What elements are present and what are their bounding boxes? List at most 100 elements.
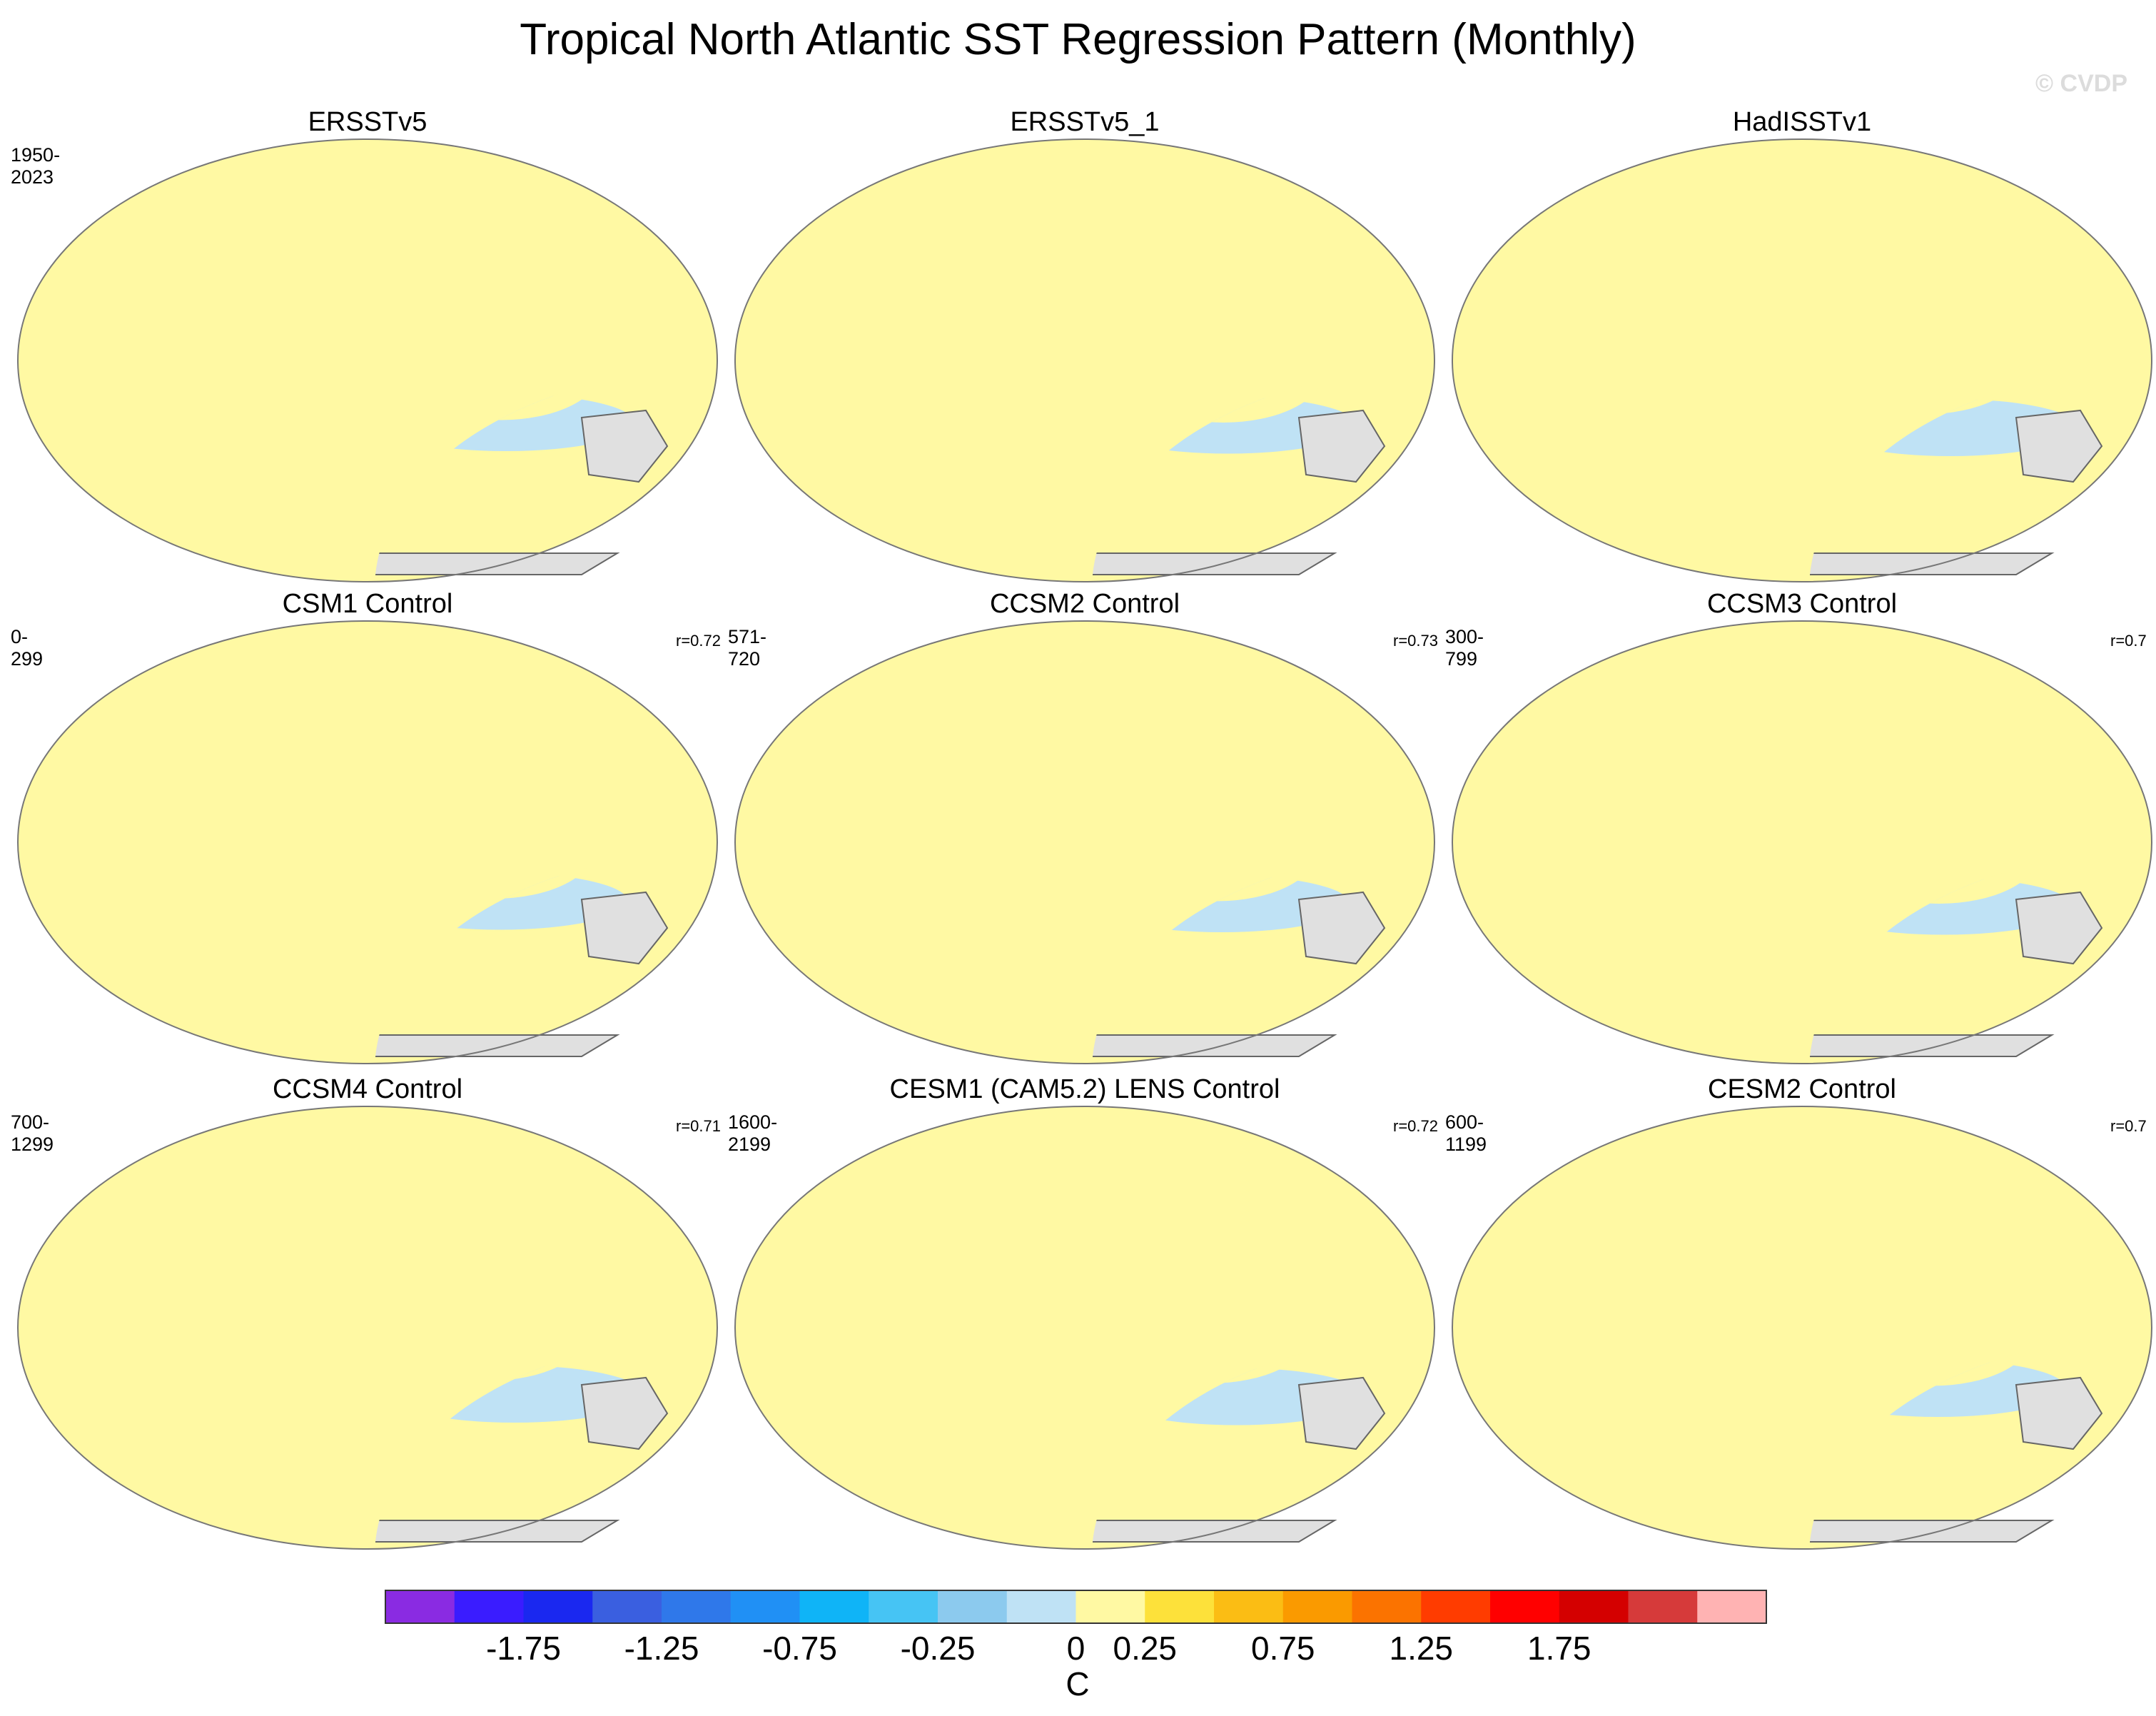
panel-period: 1600-2199 xyxy=(728,1111,778,1155)
map-outline xyxy=(734,138,1435,582)
colorbar-swatch xyxy=(385,1590,455,1623)
cvdp-watermark: © CVDP xyxy=(2035,70,2127,97)
land-mask xyxy=(580,1376,669,1450)
panel-title: CESM1 (CAM5.2) LENS Control xyxy=(889,1074,1280,1104)
colorbar-swatch xyxy=(1490,1590,1560,1623)
colorbar-swatch xyxy=(1628,1590,1698,1623)
land-mask xyxy=(1092,1034,1337,1057)
colorbar-tick-label: -0.25 xyxy=(900,1630,976,1667)
land-mask xyxy=(375,1520,620,1543)
panel-title: ERSSTv5_1 xyxy=(1010,107,1160,137)
panel-period: 0-299 xyxy=(11,626,44,670)
panel-correlation: r=0.7 xyxy=(2110,632,2147,650)
colorbar-tick-label: 0.25 xyxy=(1113,1630,1178,1667)
map-outline xyxy=(1452,620,2152,1064)
panel-correlation: r=0.7 xyxy=(2110,1117,2147,1135)
sst-regression-map xyxy=(17,138,718,582)
map-outline xyxy=(17,138,718,582)
panel-title: CCSM2 Control xyxy=(989,589,1180,619)
colorbar-swatch xyxy=(799,1590,869,1623)
sst-regression-map xyxy=(734,620,1435,1064)
panel-title: CCSM4 Control xyxy=(272,1074,463,1104)
ocean-field xyxy=(18,1106,717,1549)
map-outline xyxy=(17,620,718,1064)
colorbar-swatch xyxy=(938,1590,1008,1623)
sst-regression-map xyxy=(17,1106,718,1550)
colorbar-unit: C xyxy=(1066,1665,1090,1702)
map-outline xyxy=(17,1106,718,1550)
land-mask xyxy=(1297,409,1386,483)
sst-regression-map xyxy=(734,138,1435,582)
panel-correlation: r=0.72 xyxy=(1393,1117,1438,1135)
colorbar-swatch xyxy=(1421,1590,1491,1623)
land-mask xyxy=(1297,891,1386,965)
sst-regression-map xyxy=(1452,1106,2152,1550)
colorbar-swatch xyxy=(1076,1590,1145,1623)
ocean-field xyxy=(18,621,717,1064)
panel-correlation: r=0.71 xyxy=(676,1117,721,1135)
figure-title: Tropical North Atlantic SST Regression P… xyxy=(520,15,1636,64)
ocean-field xyxy=(1452,621,2152,1064)
sst-regression-map xyxy=(734,1106,1435,1550)
panel-period: 600-1199 xyxy=(1445,1111,1487,1155)
land-mask xyxy=(580,409,669,483)
panel-title: HadISSTv1 xyxy=(1732,107,1872,137)
colorbar-tick-label: 1.25 xyxy=(1389,1630,1454,1667)
land-mask xyxy=(1092,1520,1337,1543)
land-mask xyxy=(2015,409,2103,483)
colorbar-swatch xyxy=(1282,1590,1352,1623)
land-mask xyxy=(2015,1376,2103,1450)
land-mask xyxy=(580,891,669,965)
land-mask xyxy=(375,552,620,575)
land-mask xyxy=(1809,1034,2055,1057)
panel-title: CSM1 Control xyxy=(282,589,453,619)
land-mask xyxy=(1809,552,2055,575)
panel-period: 1950-2023 xyxy=(11,144,61,188)
land-mask xyxy=(1297,1376,1386,1450)
colorbar-tick-label: -1.25 xyxy=(624,1630,699,1667)
colorbar-swatch xyxy=(1006,1590,1076,1623)
ocean-field xyxy=(1452,139,2152,582)
land-mask xyxy=(1809,1520,2055,1543)
colorbar-swatch xyxy=(1145,1590,1215,1623)
panel-correlation: r=0.73 xyxy=(1393,632,1438,650)
colorbar-outline xyxy=(385,1590,1767,1624)
map-outline xyxy=(1452,138,2152,582)
land-mask xyxy=(2015,891,2103,965)
panel-correlation: r=0.72 xyxy=(676,632,721,650)
land-mask xyxy=(375,1034,620,1057)
ocean-field xyxy=(735,139,1434,582)
colorbar-tick-label: -0.75 xyxy=(762,1630,837,1667)
panel-period: 571-720 xyxy=(728,626,767,670)
colorbar-swatch xyxy=(1559,1590,1629,1623)
colorbar-tick-label: -1.75 xyxy=(486,1630,561,1667)
ocean-field xyxy=(18,139,717,582)
map-outline xyxy=(734,1106,1435,1550)
colorbar-swatch xyxy=(869,1590,938,1623)
colorbar-tick-label: 0 xyxy=(1066,1630,1085,1667)
colorbar-swatch xyxy=(1214,1590,1284,1623)
ocean-field xyxy=(735,621,1434,1064)
ocean-field xyxy=(1452,1106,2152,1549)
colorbar-tick-label: 0.75 xyxy=(1250,1630,1315,1667)
land-mask xyxy=(1092,552,1337,575)
panel-title: ERSSTv5 xyxy=(308,107,427,137)
ocean-field xyxy=(735,1106,1434,1549)
colorbar-swatch xyxy=(454,1590,524,1623)
colorbar-tick-label: 1.75 xyxy=(1527,1630,1591,1667)
panel-period: 300-799 xyxy=(1445,626,1484,670)
sst-regression-map xyxy=(17,620,718,1064)
sst-regression-map xyxy=(1452,620,2152,1064)
colorbar-swatch xyxy=(592,1590,662,1623)
map-outline xyxy=(734,620,1435,1064)
panel-period: 700-1299 xyxy=(11,1111,54,1155)
colorbar-swatch xyxy=(523,1590,593,1623)
panel-title: CESM2 Control xyxy=(1708,1074,1896,1104)
panel-title: CCSM3 Control xyxy=(1706,589,1898,619)
colorbar-swatch xyxy=(730,1590,800,1623)
sst-regression-map xyxy=(1452,138,2152,582)
colorbar-swatch xyxy=(662,1590,732,1623)
map-outline xyxy=(1452,1106,2152,1550)
colorbar-swatch xyxy=(1352,1590,1422,1623)
colorbar-swatch xyxy=(1697,1590,1767,1623)
